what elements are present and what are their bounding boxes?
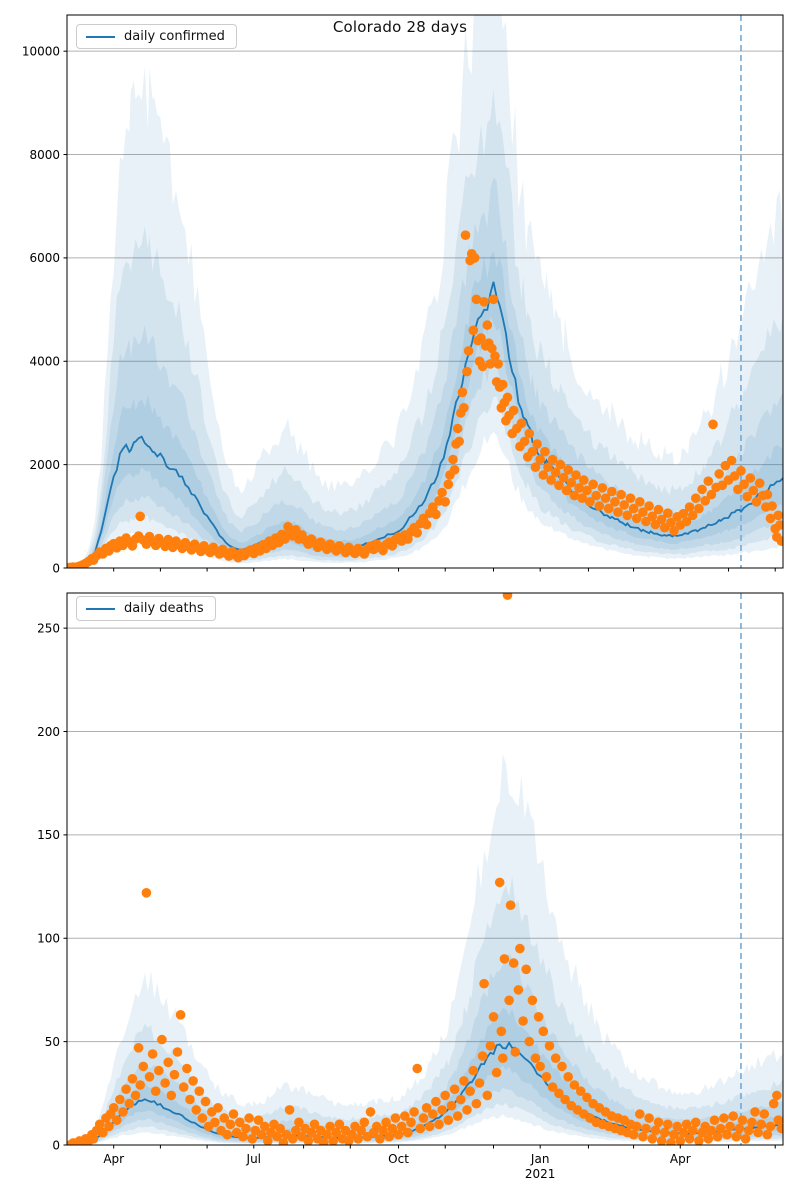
svg-text:200: 200 bbox=[37, 725, 60, 739]
svg-text:150: 150 bbox=[37, 828, 60, 842]
y-axis: 0 50 100 150 200 250 bbox=[37, 621, 67, 1152]
uncertainty-bands bbox=[67, 754, 783, 1145]
svg-text:0: 0 bbox=[52, 561, 60, 575]
svg-text:6000: 6000 bbox=[29, 251, 60, 265]
gridlines bbox=[67, 627, 783, 1043]
svg-text:Oct: Oct bbox=[388, 1152, 409, 1166]
observed-points-confirmed bbox=[67, 230, 783, 568]
y-axis: 0 2000 4000 6000 8000 10000 bbox=[22, 44, 67, 575]
gridlines bbox=[67, 50, 783, 466]
svg-text:Apr: Apr bbox=[670, 1152, 691, 1166]
legend-daily-deaths: daily deaths bbox=[76, 596, 216, 621]
legend-line-sample-confirmed bbox=[86, 35, 115, 38]
svg-text:250: 250 bbox=[37, 621, 60, 635]
legend-daily-confirmed: daily confirmed bbox=[76, 24, 237, 49]
chart-title: Colorado 28 days bbox=[332, 18, 468, 36]
legend-label-deaths: daily deaths bbox=[124, 601, 204, 616]
svg-text:4000: 4000 bbox=[29, 355, 60, 369]
svg-text:50: 50 bbox=[45, 1035, 60, 1049]
svg-text:2000: 2000 bbox=[29, 458, 60, 472]
svg-text:Jul: Jul bbox=[246, 1152, 261, 1166]
svg-text:Jan: Jan bbox=[530, 1152, 550, 1166]
uncertainty-bands bbox=[67, 15, 783, 568]
svg-text:10000: 10000 bbox=[22, 44, 60, 58]
legend-line-sample-deaths bbox=[86, 607, 115, 610]
svg-text:8000: 8000 bbox=[29, 148, 60, 162]
svg-text:0: 0 bbox=[52, 1138, 60, 1152]
svg-text:100: 100 bbox=[37, 932, 60, 946]
x-axis bbox=[113, 568, 776, 572]
svg-text:2021: 2021 bbox=[525, 1167, 556, 1181]
legend-label-confirmed: daily confirmed bbox=[124, 29, 225, 44]
axes-spines bbox=[66, 14, 784, 569]
subplot-daily-confirmed: 0 2000 4000 6000 8000 10000 bbox=[22, 14, 784, 575]
median-line-daily-confirmed bbox=[67, 281, 783, 568]
svg-text:Apr: Apr bbox=[103, 1152, 124, 1166]
observed-points-deaths bbox=[67, 593, 783, 1145]
axes-spines bbox=[66, 592, 784, 1146]
